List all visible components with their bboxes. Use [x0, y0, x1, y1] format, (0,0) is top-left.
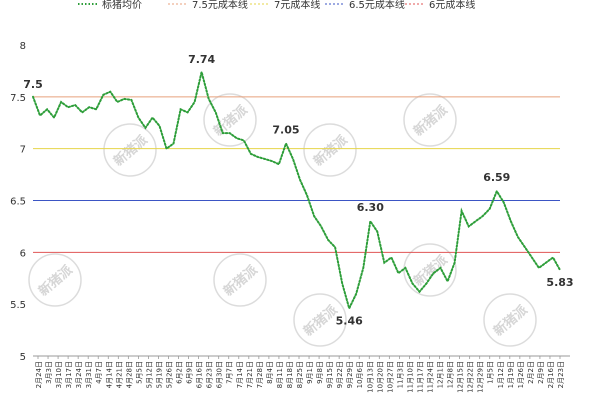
x-tick-label: 4月14日	[105, 361, 113, 388]
x-tick-label: 8月18日	[286, 361, 294, 388]
watermark-ring	[303, 123, 357, 177]
y-tick-label: 5	[20, 352, 26, 363]
watermark-text: 新猪派	[311, 131, 352, 169]
x-tick-label: 2月23日	[557, 361, 565, 388]
annotations: 7.5 7.74 7.05 6.30 5.46 6.59 5.83	[23, 53, 573, 327]
price-line	[32, 71, 561, 312]
x-tick-label: 10月20日	[376, 361, 384, 393]
x-tick-label: 4月28日	[125, 361, 133, 388]
watermark-text: 新猪派	[491, 301, 532, 339]
x-tick-label: 1月26日	[517, 361, 525, 388]
x-axis: 2月24日 3月3日 3月10日 3月17日 3月24日 3月31日 4月7日 4月14日 4月…	[33, 355, 570, 393]
x-tick-label: 12月1日	[437, 361, 445, 388]
legend-label: 6.5元成本线	[349, 0, 405, 11]
x-tick-label: 8月11日	[276, 361, 284, 388]
x-tick-label: 2月9日	[537, 361, 545, 384]
y-tick-label: 5.5	[10, 300, 26, 311]
y-tick-label: 8	[20, 41, 26, 52]
x-tick-label: 11月10日	[406, 361, 414, 393]
data-label: 7.74	[188, 53, 215, 66]
x-tick-label: 4月21日	[115, 361, 123, 388]
x-tick-label: 4月7日	[95, 361, 103, 384]
watermark-text: 新猪派	[36, 261, 77, 299]
watermark-ring	[28, 253, 82, 307]
legend: 标猪均价 7.5元成本线 7元成本线 6.5元成本线 6元成本线	[78, 0, 475, 11]
data-label: 7.05	[272, 123, 299, 136]
y-tick-label: 6.5	[10, 197, 26, 208]
watermark-text: 新猪派	[411, 101, 452, 139]
data-label: 5.83	[546, 276, 573, 289]
watermark-ring	[403, 93, 457, 147]
x-tick-label: 10月27日	[386, 361, 394, 393]
x-tick-label: 12月29日	[477, 361, 485, 393]
x-tick-label: 9月22日	[336, 361, 344, 388]
x-tick-label: 7月21日	[246, 361, 254, 388]
x-tick-label: 3月31日	[85, 361, 93, 388]
watermark-ring	[213, 253, 267, 307]
x-tick-label: 1月19日	[507, 361, 515, 388]
x-tick-label: 6月23日	[206, 361, 214, 388]
legend-label: 6元成本线	[429, 0, 475, 11]
x-tick-label: 9月8日	[316, 361, 324, 384]
y-axis: 5 5.5 6 6.5 7 7.5 8	[10, 41, 26, 363]
x-tick-label: 11月17日	[416, 361, 424, 393]
x-tick-label: 9月1日	[306, 361, 314, 384]
watermark-text: 新猪派	[411, 251, 452, 289]
x-tick-label: 3月3日	[45, 361, 53, 384]
x-tick-label: 7月7日	[226, 361, 234, 384]
price-series	[32, 71, 561, 312]
x-tick-label: 7月28日	[256, 361, 264, 388]
x-tick-label: 6月16日	[196, 361, 204, 388]
x-tick-label: 11月3日	[396, 361, 404, 388]
x-tick-label: 1月12日	[497, 361, 505, 388]
y-tick-label: 7.5	[10, 93, 26, 104]
x-tick-label: 9月15日	[326, 361, 334, 388]
x-tick-label: 8月4日	[266, 361, 274, 384]
y-tick-label: 7	[20, 145, 26, 156]
x-tick-label: 10月13日	[366, 361, 374, 393]
x-tick-label: 8月25日	[296, 361, 304, 388]
watermark-ring	[483, 293, 537, 347]
x-tick-label: 3月10日	[55, 361, 63, 388]
x-tick-label: 10月6日	[356, 361, 364, 388]
legend-label: 7元成本线	[274, 0, 320, 11]
x-tick-label: 3月17日	[65, 361, 73, 388]
data-label: 5.46	[336, 314, 363, 327]
watermark-ring	[203, 93, 257, 147]
x-tick-label: 12月15日	[457, 361, 465, 393]
x-tick-label: 5月19日	[155, 361, 163, 388]
data-label: 6.59	[483, 171, 510, 184]
data-label: 7.5	[23, 78, 43, 91]
x-tick-label: 2月16日	[547, 361, 555, 388]
x-tick-label: 6月2日	[176, 361, 184, 384]
y-tick-label: 6	[20, 248, 26, 259]
x-tick-label: 1月5日	[487, 361, 495, 384]
x-tick-label: 5月26日	[166, 361, 174, 388]
legend-label: 7.5元成本线	[192, 0, 248, 11]
watermark-ring	[103, 123, 157, 177]
data-label: 6.30	[357, 201, 384, 214]
x-tick-label: 6月30日	[216, 361, 224, 388]
watermark-text: 新猪派	[221, 261, 262, 299]
x-tick-label: 9月29日	[346, 361, 354, 388]
x-tick-label: 12月22日	[467, 361, 475, 393]
watermark-text: 新猪派	[111, 131, 152, 169]
x-tick-label: 7月14日	[236, 361, 244, 388]
x-tick-label: 6月9日	[186, 361, 194, 384]
x-tick-label: 2月2日	[527, 361, 535, 384]
x-tick-label: 3月24日	[75, 361, 83, 388]
x-tick-label: 12月8日	[447, 361, 455, 388]
watermark-ring	[293, 293, 347, 347]
x-tick-label: 5月5日	[135, 361, 143, 384]
cost-lines	[33, 96, 560, 253]
legend-label: 标猪均价	[102, 0, 142, 11]
x-tick-label: 11月24日	[427, 361, 435, 393]
x-tick-label: 5月12日	[145, 361, 153, 388]
x-tick-label: 2月24日	[35, 361, 43, 388]
